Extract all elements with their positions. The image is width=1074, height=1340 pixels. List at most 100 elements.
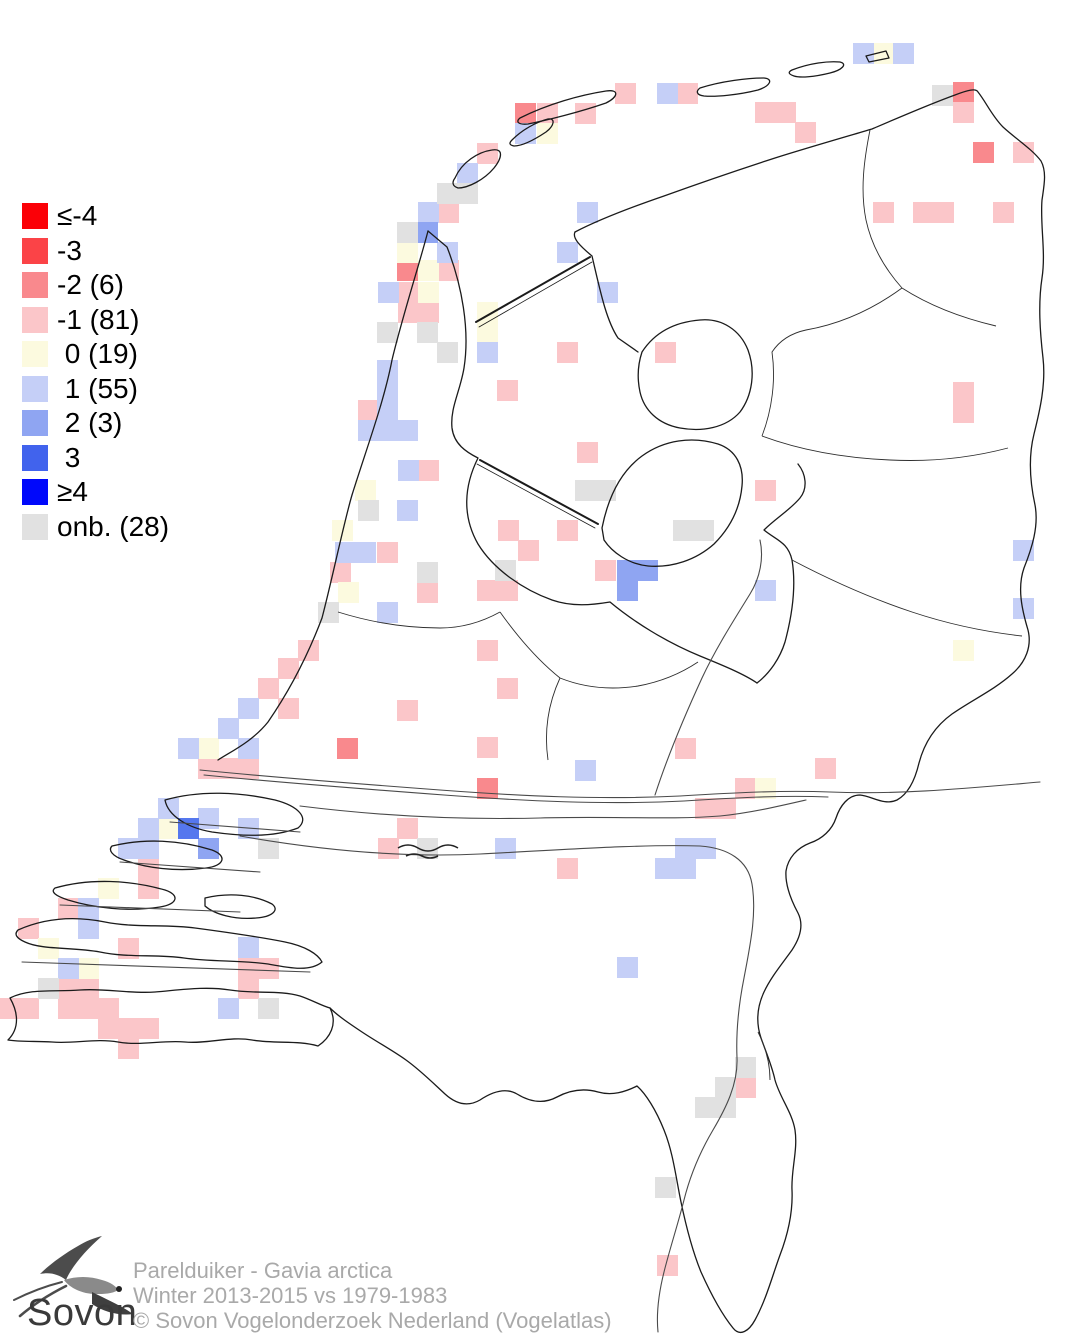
grid-cell [438,202,459,223]
legend-item: 0 (19) [22,338,169,369]
grid-cell [537,123,558,144]
legend-item: -3 [22,234,169,266]
grid-cell [417,838,438,859]
grid-cell [18,998,39,1019]
grid-cell [1013,142,1034,163]
legend-item-label: -3 [57,234,82,266]
grid-cell [953,382,974,403]
grid-cell [138,858,159,879]
caption-period: Winter 2013-2015 vs 1979-1983 [133,1283,448,1308]
legend-item-label: -2 (6) [57,269,124,300]
grid-cell [557,242,578,263]
legend-item: 3 [22,443,169,471]
grid-cell [0,998,21,1019]
grid-cell [78,978,99,999]
legend-swatch [22,410,48,436]
grid-cell [675,838,696,859]
grid-cell [198,738,219,759]
grid-cell [695,798,716,819]
grid-cell [575,103,596,124]
grid-cell [418,302,439,323]
grid-cell [655,1177,676,1198]
grid-cell [218,998,239,1019]
grid-cell [98,878,119,899]
legend-item: 1 (55) [22,374,169,402]
grid-cell [58,958,79,979]
grid-cell [595,480,616,501]
grid-cell [238,738,259,759]
grid-cell [675,858,696,879]
grid-cell [398,302,419,323]
rivers-layer [21,539,1041,1333]
grid-cell [477,737,498,758]
legend-swatch [22,306,48,333]
grid-cell [397,260,418,281]
grid-cell [118,1038,139,1059]
grid-cell [397,500,418,521]
grid-cell [118,938,139,959]
grid-cell [98,1018,119,1039]
grid-cell [418,282,439,303]
grid-cell [258,838,279,859]
grid-cell [615,83,636,104]
grid-cell [338,582,359,603]
grid-cell [358,420,379,441]
grid-cell [377,400,398,421]
grid-cell [98,998,119,1019]
grid-cell [497,380,518,401]
grid-cell [335,542,356,563]
grid-cell [218,758,239,779]
grid-cell [655,858,676,879]
grid-cell [675,738,696,759]
grid-cell [318,602,339,623]
grid-cell [238,698,259,719]
grid-cell [417,562,438,583]
grid-cell [873,202,894,223]
grid-cell [497,678,518,699]
legend-item-label: onb. (28) [57,510,170,542]
grid-cell [735,778,756,799]
grid-cell [278,658,299,679]
grid-cell [18,918,39,939]
grid-cell [953,640,974,661]
grid-cell [655,342,676,363]
grid-cell [477,778,498,799]
grid-cell [38,978,59,999]
grid-cell [238,978,259,999]
legend-swatch [22,444,48,471]
grid-cell [575,480,596,501]
grid-cell [755,580,776,601]
caption-copyright: © Sovon Vogelonderzoek Nederland (Vogela… [133,1308,612,1333]
grid-cell [78,898,99,919]
grid-cell [377,420,398,441]
legend-item-label: 0 (19) [57,338,138,369]
grid-cell [238,937,259,958]
grid-cell [218,718,239,739]
grid-cell [377,360,398,381]
grid-cell [377,322,398,343]
grid-cell [755,102,776,123]
grid-cell [457,163,478,184]
grid-cell [953,102,974,123]
grid-cell [437,242,458,263]
grid-cell [118,838,139,859]
grid-cell [358,400,379,421]
grid-cell [673,520,694,541]
grid-cell [518,540,539,561]
grid-cell [38,938,59,959]
legend-item: -2 (6) [22,269,169,300]
grid-cell [617,580,638,601]
grid-cell [437,342,458,363]
grid-cell [695,838,716,859]
legend-swatch [22,479,48,505]
grid-cell [933,202,954,223]
province-borders-layer [337,129,1023,1081]
grid-cell [397,242,418,263]
grid-cell [557,520,578,541]
grid-cell [417,322,438,343]
legend-swatch [22,237,48,264]
grid-cell [397,222,418,243]
legend-item-label: ≤-4 [57,200,98,231]
